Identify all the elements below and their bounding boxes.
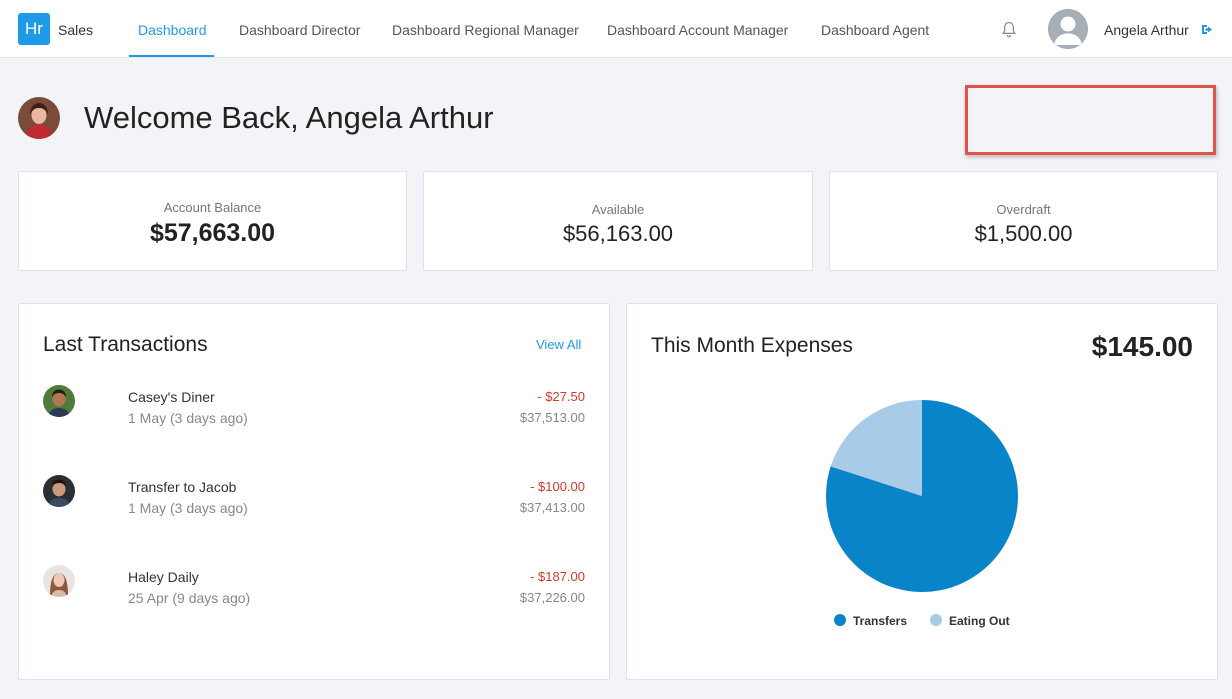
top-nav-bar: Hr Sales Dashboard Dashboard Director Da… [0,0,1232,58]
active-tab-indicator [129,55,214,57]
tab-dashboard-agent[interactable]: Dashboard Agent [821,22,930,38]
transaction-name: Casey's Diner [128,389,215,405]
account-balance-card: Account Balance $57,663.00 [18,171,407,271]
highlight-box [965,85,1216,155]
account-balance-value: $57,663.00 [149,219,276,247]
transaction-amount: - $100.00 [530,479,585,494]
legend-label-transfers: Transfers [853,614,908,628]
transaction-avatar [43,475,75,507]
transaction-name: Transfer to Jacob [128,479,237,495]
available-label: Available [591,202,645,217]
expenses-pie-chart [826,400,1018,592]
transaction-avatar [43,565,75,597]
pie-slice-eating-out [830,400,922,496]
last-transactions-title: Last Transactions [43,333,208,356]
overdraft-value: $1,500.00 [974,221,1073,246]
legend-swatch-eating-out [930,614,942,626]
logout-icon[interactable] [1201,23,1215,36]
overdraft-card: Overdraft $1,500.00 [829,171,1218,271]
transaction-avatar [43,385,75,417]
expenses-total: $145.00 [1091,331,1193,362]
overdraft-label: Overdraft [996,202,1051,217]
app-name[interactable]: Sales [58,22,94,38]
transaction-date: 25 Apr (9 days ago) [128,590,251,606]
tab-dashboard-regional-manager[interactable]: Dashboard Regional Manager [392,22,579,38]
transaction-balance: $37,226.00 [519,590,585,605]
account-balance-label: Account Balance [163,200,262,215]
transaction-balance: $37,413.00 [519,500,585,515]
last-transactions-panel [18,303,610,680]
tab-dashboard-director[interactable]: Dashboard Director [239,22,361,38]
page-title: Welcome Back, Angela Arthur [84,100,494,135]
app-logo[interactable]: Hr [18,13,50,45]
transaction-amount: - $27.50 [537,389,585,404]
transaction-date: 1 May (3 days ago) [128,500,248,516]
legend-label-eating-out: Eating Out [949,614,1010,628]
user-avatar[interactable] [1048,9,1088,49]
transaction-balance: $37,513.00 [519,410,585,425]
bell-icon[interactable] [1001,21,1017,39]
tab-dashboard-account-manager[interactable]: Dashboard Account Manager [607,22,789,38]
tab-dashboard[interactable]: Dashboard [138,22,207,38]
legend-swatch-transfers [834,614,846,626]
user-name[interactable]: Angela Arthur [1104,22,1189,38]
expenses-title: This Month Expenses [651,334,853,357]
welcome-avatar [18,97,60,139]
transaction-date: 1 May (3 days ago) [128,410,248,426]
transaction-name: Haley Daily [128,569,199,585]
transaction-amount: - $187.00 [530,569,585,584]
available-card: Available $56,163.00 [423,171,813,271]
available-value: $56,163.00 [562,221,674,246]
view-all-link[interactable]: View All [536,337,582,352]
